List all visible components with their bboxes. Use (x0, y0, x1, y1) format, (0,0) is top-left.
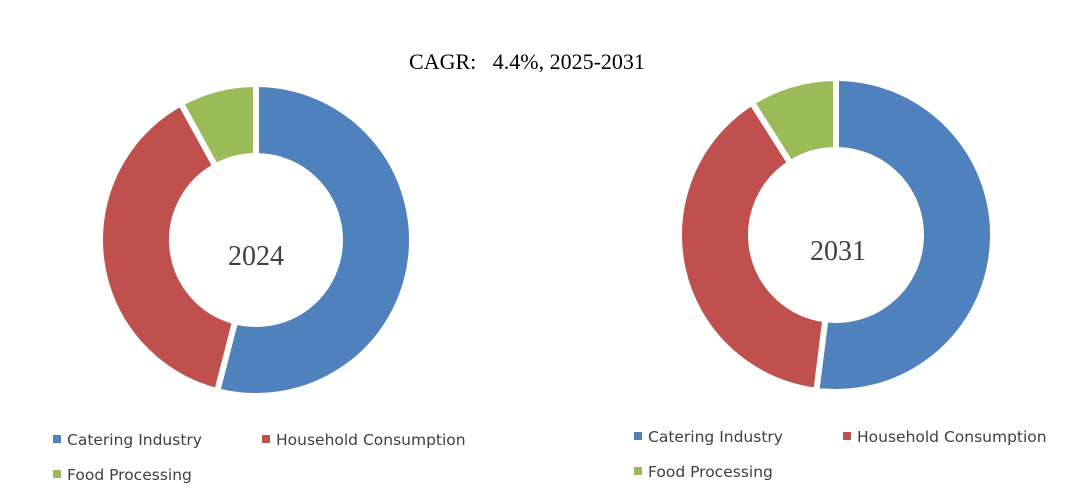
legend-swatch-food (634, 467, 642, 475)
slice-catering-industry (812, 74, 996, 395)
legend-swatch-catering (634, 432, 642, 440)
center-label-2024: 2024 (228, 241, 284, 272)
legend-swatch-household (843, 432, 851, 440)
legend-swatch-household (262, 435, 270, 443)
slice-household-consumption (676, 98, 829, 395)
donut-chart-2031 (676, 74, 996, 395)
legend-swatch-catering (53, 435, 61, 443)
slice-catering-industry (213, 80, 415, 399)
donut-chart-2024 (97, 80, 415, 399)
legend-label-catering: Catering Industry (67, 431, 202, 449)
slice-food-processing (747, 74, 839, 168)
center-label-2031: 2031 (810, 236, 866, 267)
legend-label-catering: Catering Industry (648, 428, 783, 446)
legend-label-food: Food Processing (648, 463, 773, 481)
slice-food-processing (176, 80, 259, 171)
legend-swatch-food (53, 470, 61, 478)
legend-label-household: Household Consumption (857, 428, 1047, 446)
legend-2024: Catering Industry Household Consumption … (53, 431, 466, 484)
slice-household-consumption (97, 99, 239, 395)
legend-label-food: Food Processing (67, 466, 192, 484)
legend-2031: Catering Industry Household Consumption … (634, 428, 1047, 481)
legend-label-household: Household Consumption (276, 431, 466, 449)
chart-title: CAGR: 4.4%, 2025-2031 (409, 49, 645, 74)
